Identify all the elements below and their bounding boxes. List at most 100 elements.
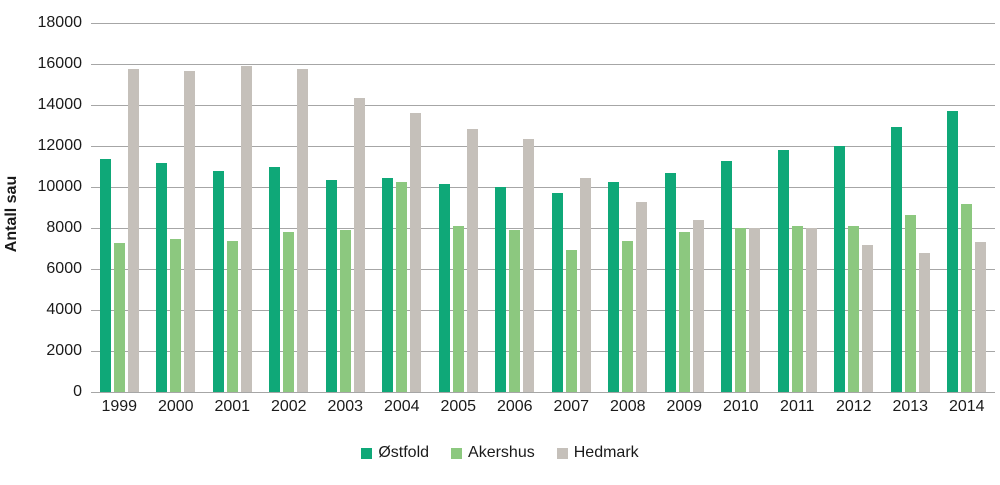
bar-hedmark-2007 xyxy=(579,177,591,392)
bar-akershus-2010 xyxy=(735,228,747,392)
bar-hedmark-2012 xyxy=(862,245,874,392)
y-tick-label-14000: 14000 xyxy=(37,96,83,113)
bar-akershus-2006 xyxy=(509,230,521,392)
bar-østfold-2005 xyxy=(438,183,450,392)
bar-hedmark-2013 xyxy=(918,252,930,392)
bar-akershus-2011 xyxy=(791,225,803,392)
bar-hedmark-2002 xyxy=(297,69,309,392)
bar-østfold-2008 xyxy=(608,181,620,392)
x-tick-label-2006: 2006 xyxy=(496,398,533,415)
x-tick-label-2010: 2010 xyxy=(722,398,759,415)
bar-group-2000 xyxy=(148,23,205,392)
bar-akershus-2000 xyxy=(170,239,182,392)
legend-label-hedmark: Hedmark xyxy=(573,444,639,461)
bar-akershus-2002 xyxy=(283,232,295,392)
y-tick-label-6000: 6000 xyxy=(46,260,82,277)
bar-group-2004 xyxy=(374,23,431,392)
x-tick-label-2005: 2005 xyxy=(440,398,477,415)
x-tick-label-2013: 2013 xyxy=(892,398,929,415)
y-tick-label-4000: 4000 xyxy=(46,301,82,318)
gridline-10000 xyxy=(91,187,995,188)
bar-group-2012 xyxy=(826,23,883,392)
x-tick-label-2007: 2007 xyxy=(553,398,590,415)
gridline-8000 xyxy=(91,228,995,229)
x-tick-label-1999: 1999 xyxy=(101,398,138,415)
bar-østfold-2012 xyxy=(834,146,846,392)
x-tick-label-2012: 2012 xyxy=(835,398,872,415)
x-tick-label-2001: 2001 xyxy=(214,398,251,415)
x-tick-label-2008: 2008 xyxy=(609,398,646,415)
bar-hedmark-2004 xyxy=(410,113,422,392)
bar-østfold-2007 xyxy=(551,193,563,392)
bar-group-2007 xyxy=(543,23,600,392)
bar-hedmark-2005 xyxy=(466,128,478,392)
bar-group-2001 xyxy=(204,23,261,392)
x-tick-label-2004: 2004 xyxy=(383,398,420,415)
legend-swatch-hedmark xyxy=(556,447,568,459)
x-tick-label-2003: 2003 xyxy=(327,398,364,415)
y-tick-label-10000: 10000 xyxy=(37,178,83,195)
bar-group-2014 xyxy=(939,23,996,392)
bar-group-2013 xyxy=(882,23,939,392)
bar-akershus-1999 xyxy=(113,243,125,392)
x-tick-label-2002: 2002 xyxy=(270,398,307,415)
bar-group-2006 xyxy=(487,23,544,392)
gridline-14000 xyxy=(91,105,995,106)
gridline-18000 xyxy=(91,23,995,24)
legend-item-østfold: Østfold xyxy=(361,444,429,462)
bar-hedmark-2006 xyxy=(523,138,535,392)
bar-hedmark-2008 xyxy=(636,202,648,392)
bar-group-2002 xyxy=(261,23,318,392)
bar-hedmark-2003 xyxy=(353,97,365,392)
bar-group-2005 xyxy=(430,23,487,392)
bar-group-1999 xyxy=(91,23,148,392)
legend: Østfold Akershus Hedmark xyxy=(0,444,1000,462)
bar-akershus-2014 xyxy=(961,204,973,392)
x-axis-tick-labels: 1999 2000 2001 2002 2003 2004 2005 2006 2007 2008… xyxy=(91,398,995,416)
y-tick-label-18000: 18000 xyxy=(37,14,83,31)
legend-label-akershus: Akershus xyxy=(468,444,535,461)
legend-swatch-akershus xyxy=(451,447,463,459)
bar-østfold-2000 xyxy=(156,163,168,392)
bar-akershus-2009 xyxy=(678,232,690,392)
plot-area xyxy=(91,23,995,393)
bar-hedmark-2014 xyxy=(975,242,987,392)
bar-østfold-2001 xyxy=(212,170,224,392)
bar-hedmark-2001 xyxy=(240,66,252,392)
bar-akershus-2012 xyxy=(848,225,860,392)
y-tick-label-8000: 8000 xyxy=(46,219,82,236)
bar-hedmark-1999 xyxy=(127,69,139,392)
bar-group-2008 xyxy=(600,23,657,392)
bar-akershus-2004 xyxy=(396,181,408,392)
bar-akershus-2013 xyxy=(904,214,916,392)
bar-hedmark-2011 xyxy=(805,228,817,392)
bar-group-2010 xyxy=(713,23,770,392)
gridline-6000 xyxy=(91,269,995,270)
legend-swatch-østfold xyxy=(361,447,373,459)
x-tick-label-2009: 2009 xyxy=(666,398,703,415)
bar-østfold-2004 xyxy=(382,177,394,392)
gridline-12000 xyxy=(91,146,995,147)
bar-østfold-2003 xyxy=(325,179,337,392)
x-tick-label-2000: 2000 xyxy=(157,398,194,415)
gridline-4000 xyxy=(91,310,995,311)
bar-groups xyxy=(91,23,995,392)
legend-label-østfold: Østfold xyxy=(378,444,430,461)
y-tick-label-12000: 12000 xyxy=(37,137,83,154)
bar-østfold-2002 xyxy=(269,166,281,392)
bar-group-2009 xyxy=(656,23,713,392)
bar-akershus-2007 xyxy=(565,249,577,392)
bar-akershus-2008 xyxy=(622,241,634,392)
gridline-16000 xyxy=(91,64,995,65)
bar-østfold-2006 xyxy=(495,187,507,392)
bar-akershus-2001 xyxy=(226,241,238,392)
y-tick-label-0: 0 xyxy=(73,383,82,400)
legend-item-hedmark: Hedmark xyxy=(556,444,639,462)
bar-østfold-2010 xyxy=(721,161,733,392)
y-tick-label-2000: 2000 xyxy=(46,342,82,359)
bar-group-2011 xyxy=(769,23,826,392)
y-tick-label-16000: 16000 xyxy=(37,55,83,72)
bar-hedmark-2010 xyxy=(749,228,761,392)
bar-østfold-2011 xyxy=(777,150,789,392)
x-tick-label-2014: 2014 xyxy=(948,398,985,415)
